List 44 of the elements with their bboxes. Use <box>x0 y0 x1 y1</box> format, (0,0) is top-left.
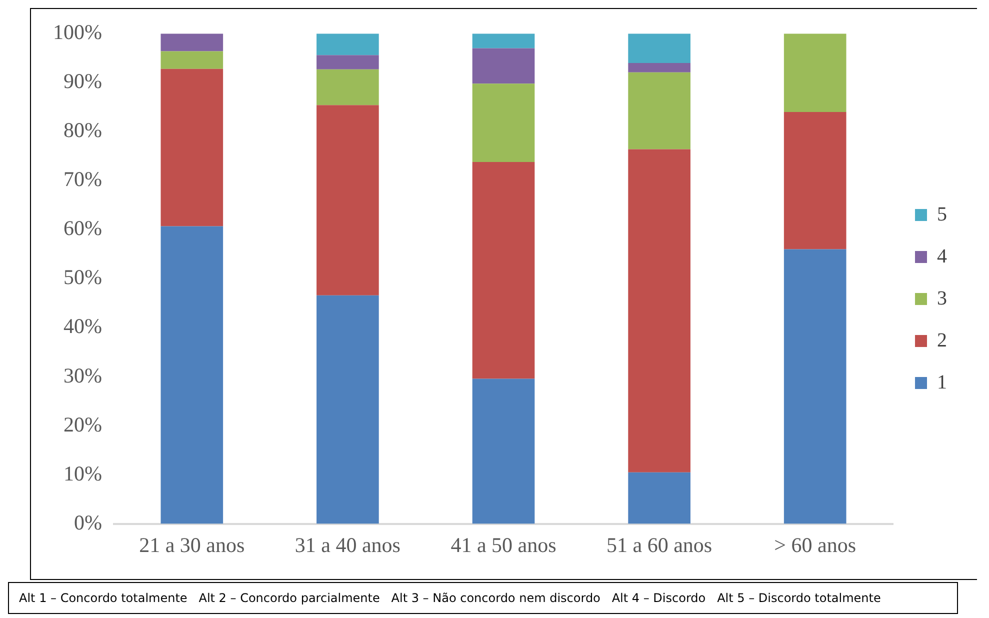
y-tick-label: 0% <box>74 510 102 534</box>
bar <box>160 226 224 524</box>
bar <box>784 112 846 250</box>
legend-label: 1 <box>937 371 947 394</box>
bar <box>316 34 379 56</box>
bar <box>160 34 224 52</box>
bar <box>472 378 535 524</box>
x-tick-label: 21 a 30 anos <box>139 532 245 557</box>
y-tick-label: 80% <box>63 118 102 142</box>
y-tick-label: 50% <box>63 265 102 290</box>
bar <box>472 162 535 379</box>
legend-label: 5 <box>937 203 947 226</box>
y-tick-label: 20% <box>63 412 102 436</box>
y-tick-label: 40% <box>63 314 102 338</box>
bar <box>784 34 846 112</box>
bar <box>472 48 535 84</box>
y-tick-label: 100% <box>52 20 102 44</box>
y-tick-label: 30% <box>63 363 102 388</box>
x-tick-label: > 60 anos <box>774 532 856 557</box>
bar <box>160 68 224 226</box>
y-tick-label: 60% <box>63 216 102 240</box>
legend-label: 4 <box>937 245 947 268</box>
bar <box>316 55 379 70</box>
bar <box>784 249 846 524</box>
y-tick-label: 70% <box>63 167 102 192</box>
x-tick-label: 41 a 50 anos <box>450 532 556 557</box>
legend-label: 3 <box>937 287 947 310</box>
bar <box>316 295 379 524</box>
x-tick-label: 51 a 60 anos <box>606 532 712 557</box>
bar <box>160 51 224 69</box>
bar <box>628 149 690 472</box>
legend-label: 2 <box>937 329 947 352</box>
bar <box>316 105 379 296</box>
bar <box>472 34 535 48</box>
bar <box>316 69 379 106</box>
bar <box>628 72 690 150</box>
y-tick-label: 10% <box>63 461 102 486</box>
bar <box>628 63 690 72</box>
x-tick-label: 31 a 40 anos <box>294 532 400 557</box>
text: Alt 1 – Concordo totalmente Alt 2 – Concordo parcialmente Alt 3 – Não concordo nem discordo Alt 4 – Discordo Alt 5 – Discordo totalmente <box>8 582 958 614</box>
bar <box>472 84 535 162</box>
y-tick-label: 90% <box>63 69 102 94</box>
bar <box>628 34 690 64</box>
bar <box>628 472 690 524</box>
